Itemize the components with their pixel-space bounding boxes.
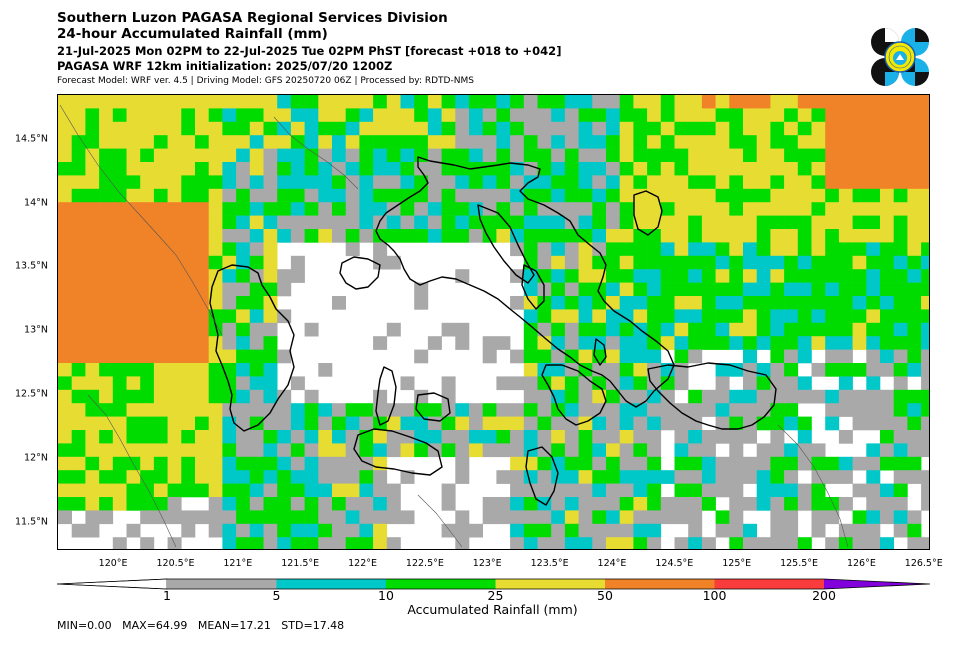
colorbar-segment <box>167 579 277 589</box>
colorbar-segment <box>605 579 715 589</box>
colorbar-tick-label: 200 <box>812 588 836 603</box>
colorbar-tick-label: 25 <box>487 588 504 603</box>
title-region: Southern Luzon PAGASA Regional Services … <box>57 10 448 26</box>
longitude-tick-label: 126.5°E <box>904 558 943 569</box>
colorbar-extend-min <box>57 578 168 590</box>
longitude-tick-label: 121.5°E <box>281 558 320 569</box>
latitude-tick-label: 12°N <box>24 452 48 464</box>
colorbar-segment <box>386 579 496 589</box>
title-model-info: Forecast Model: WRF ver. 4.5 | Driving M… <box>57 76 474 86</box>
colorbar-segment <box>495 579 605 589</box>
longitude-tick-label: 125°E <box>722 558 752 569</box>
colorbar-tick-label: 100 <box>702 588 727 603</box>
longitude-tick-label: 121°E <box>223 558 253 569</box>
longitude-tick-label: 123.5°E <box>530 558 569 569</box>
longitude-tick-label: 124°E <box>597 558 627 569</box>
longitude-tick-label: 123°E <box>472 558 502 569</box>
latitude-tick-label: 12.5°N <box>14 388 48 400</box>
latitude-tick-label: 14°N <box>24 197 48 209</box>
samar-outline <box>647 362 777 430</box>
latitude-tick-label: 11.5°N <box>14 516 48 528</box>
latitude-tick-label: 14.5°N <box>14 133 48 145</box>
colorbar-segment <box>276 579 386 589</box>
mindoro-outline <box>209 264 295 432</box>
colorbar-tick-label: 1 <box>163 588 171 603</box>
luzon-coastline <box>375 156 675 408</box>
longitude-tick-label: 120°E <box>98 558 128 569</box>
longitude-tick-label: 126°E <box>846 558 876 569</box>
title-product: 24-hour Accumulated Rainfall (mm) <box>57 26 328 42</box>
marinduque-outline <box>339 256 381 290</box>
masbate-outline <box>541 364 607 426</box>
latitude-tick-label: 13.5°N <box>14 260 48 272</box>
colorbar-tick-label: 10 <box>378 588 394 603</box>
colorbar-tick-label: 50 <box>597 588 613 603</box>
longitude-tick-label: 124.5°E <box>655 558 694 569</box>
title-period: 21-Jul-2025 Mon 02PM to 22-Jul-2025 Tue … <box>57 44 562 58</box>
colorbar-title: Accumulated Rainfall (mm) <box>407 602 578 617</box>
title-initialization: PAGASA WRF 12km initialization: 2025/07/… <box>57 59 393 73</box>
longitude-tick-label: 122°E <box>348 558 377 569</box>
statistics-line: MIN=0.00 MAX=64.99 MEAN=17.21 STD=17.48 <box>57 619 345 632</box>
panay-outline <box>353 428 443 476</box>
colorbar-segment <box>714 579 824 589</box>
longitude-tick-label: 125.5°E <box>780 558 819 569</box>
rainfall-field <box>58 95 929 549</box>
rainfall-map <box>57 94 930 550</box>
longitude-tick-label: 120.5°E <box>156 558 195 569</box>
longitude-tick-label: 122.5°E <box>405 558 444 569</box>
colorbar-extend-max <box>824 579 930 589</box>
colorbar-tick-label: 5 <box>272 588 281 603</box>
pagasa-seal-icon <box>871 28 929 86</box>
colorbar <box>57 578 930 590</box>
latitude-tick-label: 13°N <box>24 324 48 336</box>
